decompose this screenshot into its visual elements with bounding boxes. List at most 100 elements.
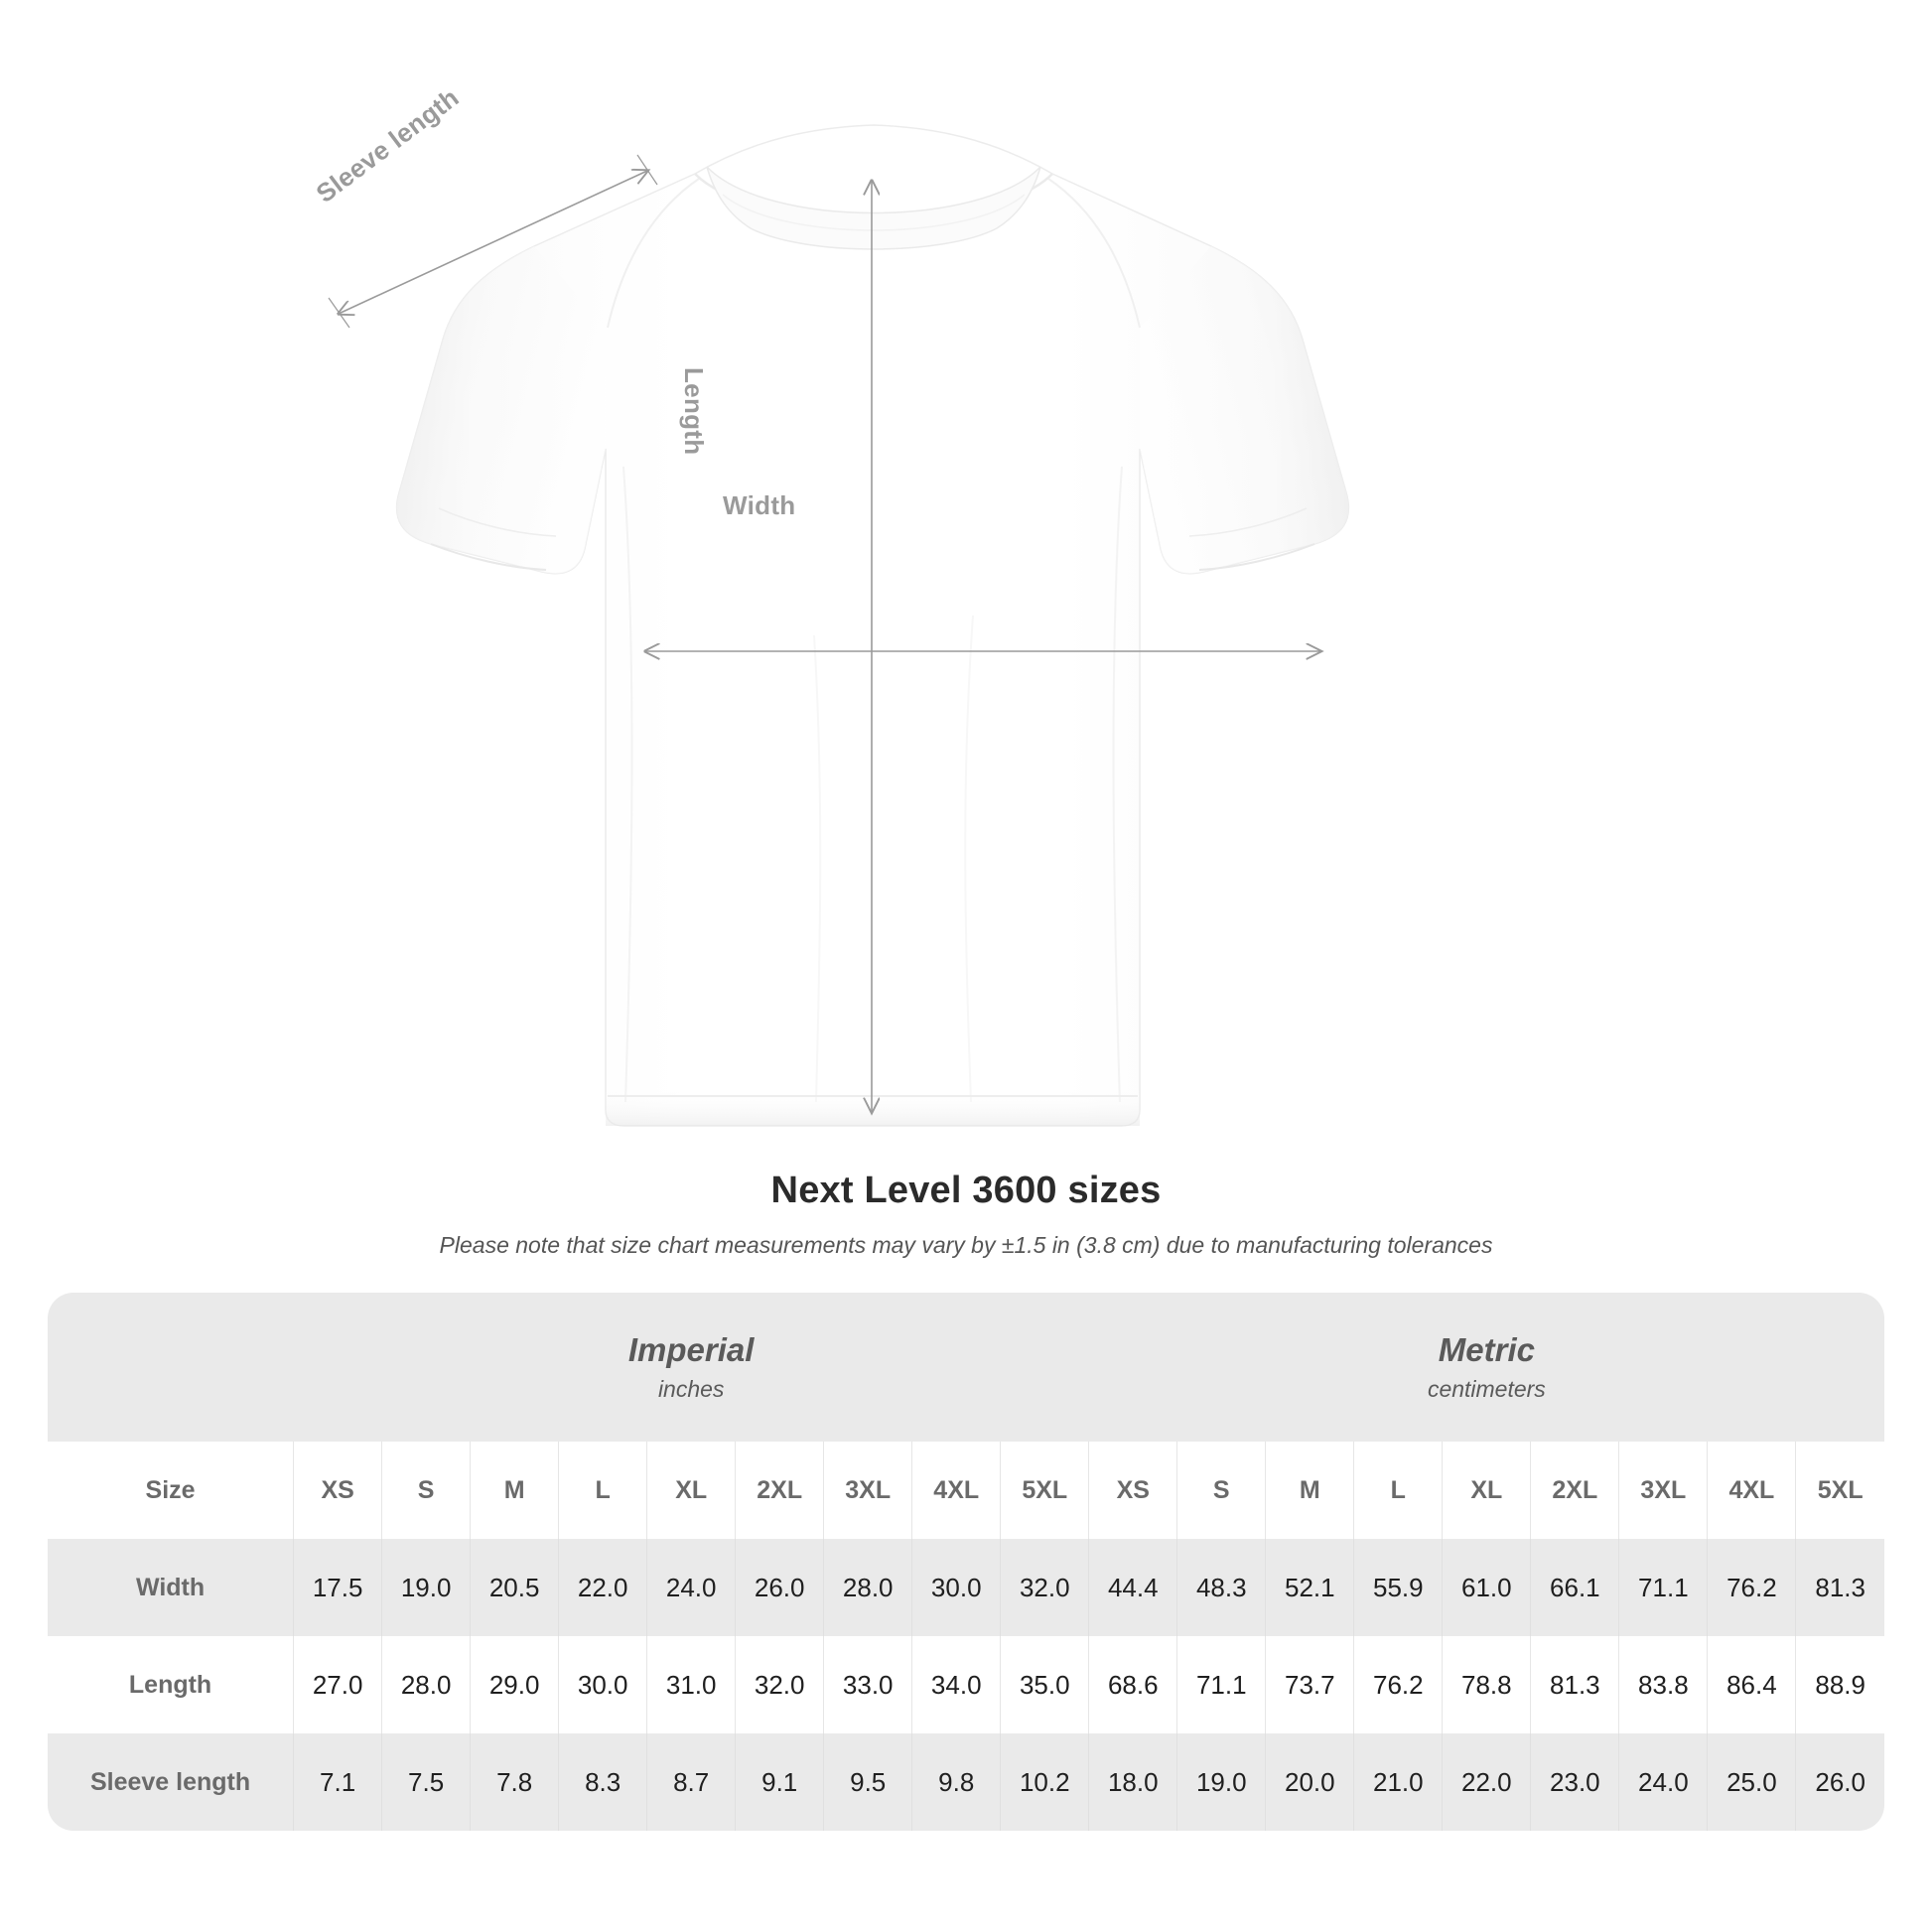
cell-width-imperial-4xl: 30.0	[911, 1539, 1002, 1636]
size-table: Imperial inches Metric centimeters Size …	[48, 1293, 1884, 1831]
table-row-width: Width 17.5 19.0 20.5 22.0 24.0 26.0 28.0…	[48, 1539, 1884, 1636]
cell-length-metric-m: 73.7	[1265, 1636, 1355, 1733]
cell-length-metric-5xl: 88.9	[1795, 1636, 1884, 1733]
size-header-label: Size	[48, 1442, 295, 1539]
size-header-metric-s: S	[1176, 1442, 1267, 1539]
cell-length-imperial-m: 29.0	[470, 1636, 560, 1733]
cell-sleeve-imperial-4xl: 9.8	[911, 1733, 1002, 1831]
unit-name-metric: Metric	[1438, 1330, 1535, 1368]
cell-length-metric-2xl: 81.3	[1530, 1636, 1620, 1733]
cell-width-metric-l: 55.9	[1353, 1539, 1444, 1636]
cell-width-metric-m: 52.1	[1265, 1539, 1355, 1636]
cell-sleeve-metric-s: 19.0	[1176, 1733, 1267, 1831]
size-table-container: Imperial inches Metric centimeters Size …	[48, 1293, 1884, 1831]
cell-sleeve-imperial-2xl: 9.1	[735, 1733, 825, 1831]
size-header-imperial-4xl: 4XL	[911, 1442, 1002, 1539]
size-header-metric-5xl: 5XL	[1795, 1442, 1884, 1539]
cell-sleeve-metric-4xl: 25.0	[1707, 1733, 1797, 1831]
unit-banner-row: Imperial inches Metric centimeters	[48, 1293, 1884, 1442]
cell-sleeve-metric-l: 21.0	[1353, 1733, 1444, 1831]
cell-sleeve-imperial-m: 7.8	[470, 1733, 560, 1831]
size-header-imperial-xl: XL	[646, 1442, 737, 1539]
table-row-sleeve-length: Sleeve length 7.1 7.5 7.8 8.3 8.7 9.1 9.…	[48, 1733, 1884, 1831]
row-label-width: Width	[48, 1539, 295, 1636]
unit-name-imperial: Imperial	[627, 1330, 755, 1368]
cell-sleeve-imperial-3xl: 9.5	[823, 1733, 913, 1831]
size-header-imperial-m: M	[470, 1442, 560, 1539]
cell-length-imperial-4xl: 34.0	[911, 1636, 1002, 1733]
row-label-sleeve-length: Sleeve length	[48, 1733, 295, 1831]
cell-sleeve-metric-2xl: 23.0	[1530, 1733, 1620, 1831]
unit-banner-metric: Metric centimeters	[1088, 1293, 1884, 1442]
unit-banner-spacer	[48, 1293, 294, 1442]
cell-length-metric-4xl: 86.4	[1707, 1636, 1797, 1733]
unit-sub-metric: centimeters	[1427, 1376, 1546, 1403]
cell-width-imperial-xs: 17.5	[293, 1539, 383, 1636]
cell-sleeve-metric-5xl: 26.0	[1795, 1733, 1884, 1831]
unit-banner-imperial: Imperial inches	[293, 1293, 1089, 1442]
size-header-imperial-3xl: 3XL	[823, 1442, 913, 1539]
page-title: Next Level 3600 sizes	[770, 1170, 1162, 1211]
row-label-length: Length	[48, 1636, 295, 1733]
cell-width-metric-s: 48.3	[1176, 1539, 1267, 1636]
cell-sleeve-imperial-l: 8.3	[558, 1733, 648, 1831]
cell-sleeve-metric-3xl: 24.0	[1618, 1733, 1709, 1831]
tolerance-note: Please note that size chart measurements…	[439, 1232, 1493, 1258]
cell-width-metric-2xl: 66.1	[1530, 1539, 1620, 1636]
cell-width-imperial-l: 22.0	[558, 1539, 648, 1636]
size-header-metric-m: M	[1265, 1442, 1355, 1539]
cell-width-imperial-s: 19.0	[381, 1539, 472, 1636]
size-header-metric-l: L	[1353, 1442, 1444, 1539]
cell-length-imperial-3xl: 33.0	[823, 1636, 913, 1733]
size-header-metric-4xl: 4XL	[1707, 1442, 1797, 1539]
cell-length-imperial-s: 28.0	[381, 1636, 472, 1733]
cell-length-metric-s: 71.1	[1176, 1636, 1267, 1733]
size-header-imperial-xs: XS	[293, 1442, 383, 1539]
size-header-imperial-2xl: 2XL	[735, 1442, 825, 1539]
cell-length-metric-3xl: 83.8	[1618, 1636, 1709, 1733]
size-header-metric-xs: XS	[1088, 1442, 1178, 1539]
cell-length-imperial-xl: 31.0	[646, 1636, 737, 1733]
cell-sleeve-imperial-xl: 8.7	[646, 1733, 737, 1831]
tshirt-graphic	[395, 124, 1350, 1127]
cell-length-imperial-5xl: 35.0	[1000, 1636, 1090, 1733]
size-header-imperial-s: S	[381, 1442, 472, 1539]
size-header-imperial-5xl: 5XL	[1000, 1442, 1090, 1539]
cell-width-metric-4xl: 76.2	[1707, 1539, 1797, 1636]
cell-sleeve-metric-xl: 22.0	[1442, 1733, 1532, 1831]
unit-sub-imperial: inches	[657, 1376, 725, 1403]
table-row-length: Length 27.0 28.0 29.0 30.0 31.0 32.0 33.…	[48, 1636, 1884, 1733]
measurement-arrows	[328, 154, 1320, 1112]
cell-length-imperial-l: 30.0	[558, 1636, 648, 1733]
size-header-row: Size XS S M L XL 2XL 3XL 4XL 5XL XS S M …	[48, 1442, 1884, 1539]
cell-sleeve-imperial-5xl: 10.2	[1000, 1733, 1090, 1831]
cell-length-imperial-xs: 27.0	[293, 1636, 383, 1733]
length-annotation: Length	[679, 367, 709, 456]
cell-width-metric-xl: 61.0	[1442, 1539, 1532, 1636]
cell-width-metric-xs: 44.4	[1088, 1539, 1178, 1636]
cell-width-metric-5xl: 81.3	[1795, 1539, 1884, 1636]
cell-width-imperial-xl: 24.0	[646, 1539, 737, 1636]
cell-sleeve-imperial-s: 7.5	[381, 1733, 472, 1831]
cell-length-imperial-2xl: 32.0	[735, 1636, 825, 1733]
cell-length-metric-xs: 68.6	[1088, 1636, 1178, 1733]
size-header-metric-2xl: 2XL	[1530, 1442, 1620, 1539]
cell-length-metric-l: 76.2	[1353, 1636, 1444, 1733]
cell-sleeve-metric-m: 20.0	[1265, 1733, 1355, 1831]
sleeve-arrow	[339, 171, 647, 314]
cell-width-imperial-5xl: 32.0	[1000, 1539, 1090, 1636]
cell-sleeve-metric-xs: 18.0	[1088, 1733, 1178, 1831]
tshirt-illustration: Sleeve length Length Width	[311, 82, 1350, 1127]
cell-width-metric-3xl: 71.1	[1618, 1539, 1709, 1636]
cell-length-metric-xl: 78.8	[1442, 1636, 1532, 1733]
cell-sleeve-imperial-xs: 7.1	[293, 1733, 383, 1831]
chart-heading-block: Next Level 3600 sizes Please note that s…	[0, 1170, 1932, 1259]
size-header-metric-3xl: 3XL	[1618, 1442, 1709, 1539]
size-header-metric-xl: XL	[1442, 1442, 1532, 1539]
size-header-imperial-l: L	[558, 1442, 648, 1539]
cell-width-imperial-m: 20.5	[470, 1539, 560, 1636]
width-annotation: Width	[723, 490, 796, 520]
cell-width-imperial-2xl: 26.0	[735, 1539, 825, 1636]
cell-width-imperial-3xl: 28.0	[823, 1539, 913, 1636]
